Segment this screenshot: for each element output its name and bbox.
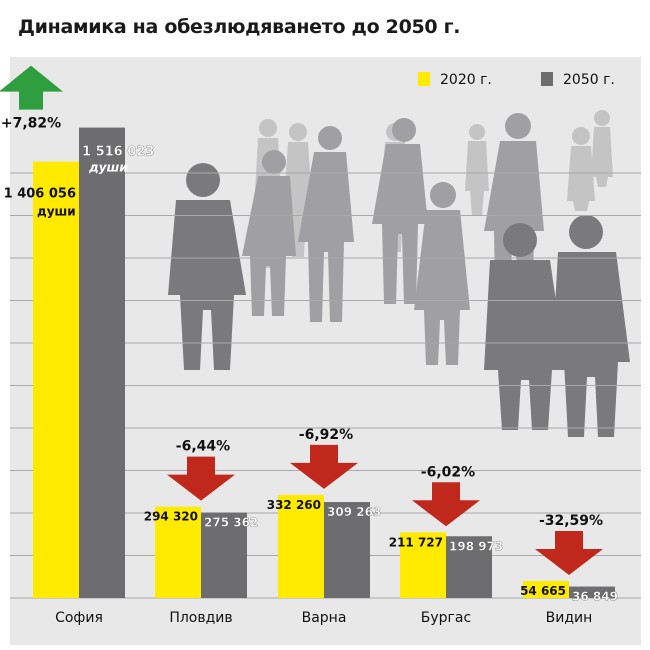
change-label: -6,02% <box>421 464 475 480</box>
value-label-2050: 275 362 <box>204 516 258 530</box>
value-label-2050: 198 973 <box>449 539 503 553</box>
legend: 2020 г. 2050 г. <box>418 72 615 88</box>
value-label-2020: 294 320 <box>144 510 198 524</box>
legend-label: 2050 г. <box>563 72 615 88</box>
chart-title: Динамика на обезлюдяването до 2050 г. <box>18 16 461 38</box>
up-arrow-icon <box>0 65 63 110</box>
change-label: -6,92% <box>299 427 353 443</box>
bar-2050 <box>79 127 125 598</box>
bar-2020 <box>400 532 446 598</box>
down-arrow-icon <box>290 444 358 489</box>
bar-2050 <box>324 502 370 598</box>
value-label-2020: 54 665 <box>520 584 566 598</box>
value-label-2020: 332 260 <box>267 498 321 512</box>
bar-2020 <box>155 506 201 598</box>
category-label: Бургас <box>421 610 471 626</box>
change-label: -6,44% <box>176 439 230 455</box>
arrows-group: +7,82% -6,44% -6,92% -6,02% -32,59% <box>0 65 603 576</box>
category-label: Варна <box>302 610 347 626</box>
unit-label-2050: души <box>88 161 128 175</box>
value-label-2020: 1 406 056 <box>4 187 76 202</box>
bar-2020 <box>523 581 569 598</box>
legend-swatch <box>418 72 430 86</box>
bar-2050 <box>201 512 247 598</box>
change-label: +7,82% <box>1 116 61 132</box>
bar-2020 <box>278 494 324 598</box>
people-silhouettes <box>168 110 630 437</box>
change-label: -32,59% <box>539 513 603 529</box>
down-arrow-icon <box>167 456 235 501</box>
value-label-2050: 1 516 023 <box>82 145 154 160</box>
down-arrow-icon <box>535 531 603 576</box>
bar-2020 <box>33 161 79 598</box>
category-label: София <box>55 610 103 626</box>
unit-label-2020: души <box>37 205 76 219</box>
value-label-2050: 36 849 <box>572 590 618 604</box>
value-label-2050: 309 263 <box>327 505 381 519</box>
legend-swatch <box>541 72 553 86</box>
bar-2050 <box>569 586 615 598</box>
bar-2050 <box>446 536 492 598</box>
legend-label: 2020 г. <box>440 72 492 88</box>
value-label-2020: 211 727 <box>389 535 443 549</box>
category-label: Видин <box>546 610 593 626</box>
down-arrow-icon <box>412 482 480 527</box>
category-label: Пловдив <box>169 610 232 626</box>
bars-group <box>33 127 615 598</box>
